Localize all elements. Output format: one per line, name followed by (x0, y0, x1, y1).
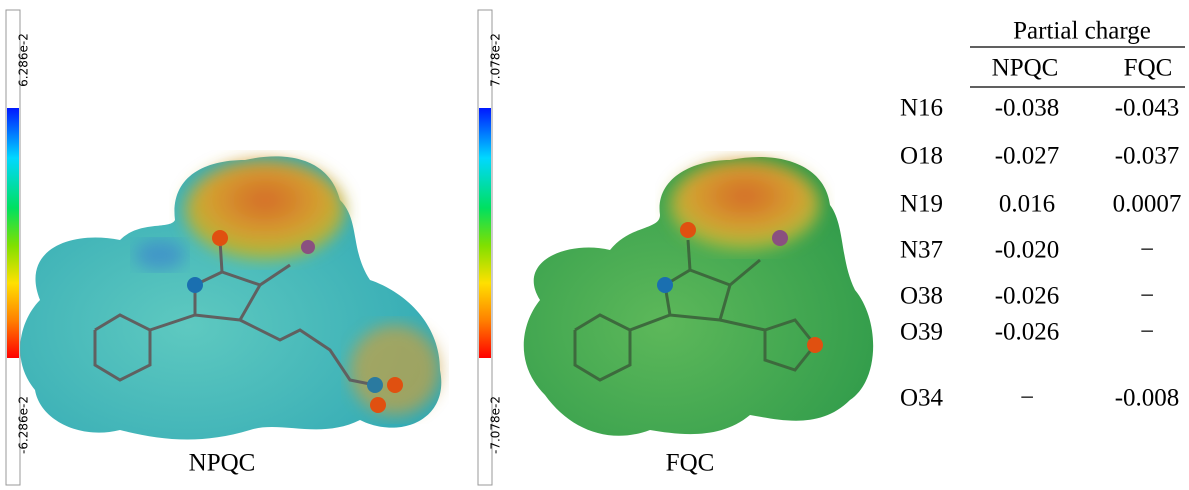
cell: 0.0007 (1113, 191, 1182, 218)
cell: 0.016 (999, 191, 1055, 218)
molecule-surface (524, 157, 873, 436)
scale-min: -7.078e-2 (489, 396, 503, 454)
row-label: O39 (900, 319, 943, 346)
row-label: O34 (900, 385, 944, 412)
colorbar: 7.078e-2 -7.078e-2 (478, 10, 503, 485)
column-header: FQC (1124, 55, 1173, 82)
column-header: NPQC (992, 55, 1059, 82)
row-label: N16 (900, 95, 943, 122)
row-label: N37 (900, 237, 943, 264)
cell: -0.037 (1115, 143, 1180, 170)
cell: − (1140, 319, 1154, 346)
panel-caption: NPQC (189, 450, 256, 477)
row-label: O38 (900, 283, 943, 310)
cell: -0.043 (1115, 95, 1180, 122)
cell: -0.027 (995, 143, 1060, 170)
cell: − (1140, 283, 1154, 310)
molecule-surface (20, 156, 441, 439)
charge-table: Partial charge NPQC FQC N16 -0.038 -0.043 O… (900, 18, 1185, 412)
cell: -0.020 (995, 237, 1060, 264)
colorbar: 6.286e-2 -6.286e-2 (6, 10, 31, 485)
panel-caption: FQC (666, 450, 715, 477)
cell: − (1140, 237, 1154, 264)
table-title: Partial charge (1013, 18, 1151, 45)
cell: -0.026 (995, 283, 1060, 310)
scale-max: 7.078e-2 (489, 33, 503, 87)
figure-canvas: 6.286e-2 -6.286e-2 NPQC 7.078e-2 -7.078e… (0, 0, 1189, 490)
cell: -0.038 (995, 95, 1060, 122)
figure: 6.286e-2 -6.286e-2 NPQC 7.078e-2 -7.078e… (0, 0, 1189, 490)
cell: − (1020, 385, 1034, 412)
scale-min: -6.286e-2 (17, 396, 31, 454)
row-label: N19 (900, 191, 943, 218)
scale-max: 6.286e-2 (17, 33, 31, 87)
row-label: O18 (900, 143, 943, 170)
cell: -0.026 (995, 319, 1060, 346)
cell: -0.008 (1115, 385, 1180, 412)
